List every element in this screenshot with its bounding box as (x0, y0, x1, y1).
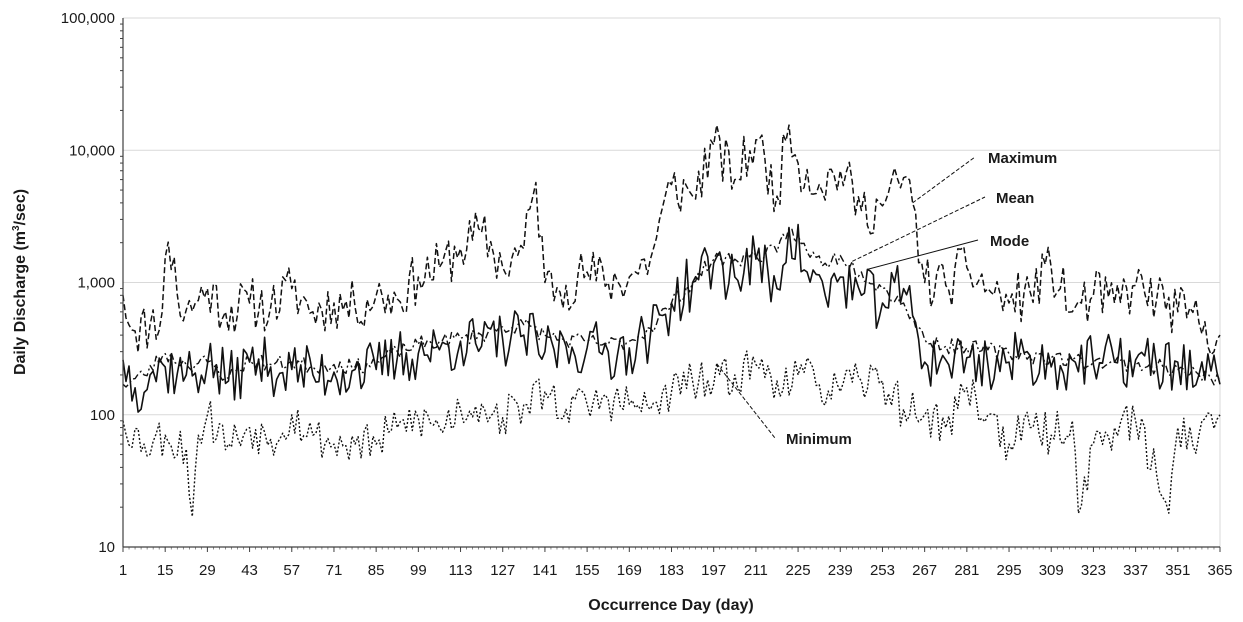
x-tick-label: 183 (659, 562, 684, 579)
x-tick-label: 239 (828, 562, 853, 579)
x-tick-label: 85 (368, 562, 385, 579)
x-tick-label: 211 (744, 562, 768, 579)
x-tick-label: 141 (532, 562, 557, 579)
x-tick-label: 99 (410, 562, 427, 579)
y-tick-label: 1,000 (77, 275, 115, 292)
annotation-label-mean: Mean (996, 190, 1034, 207)
axes (120, 18, 1221, 552)
x-tick-label: 295 (997, 562, 1022, 579)
annotation-leader-maximum (912, 156, 976, 204)
series-maximum-line (122, 124, 1221, 356)
annotation-label-maximum: Maximum (988, 150, 1057, 167)
annotation-leader-minimum (716, 363, 776, 439)
x-tick-label: 351 (1165, 562, 1190, 579)
x-tick-label: 323 (1081, 562, 1106, 579)
y-tick-labels: 10 100 1,000 10,000 100,000 (61, 10, 115, 556)
x-tick-label: 71 (326, 562, 343, 579)
y-axis-title-main: Daily Discharge (m (12, 231, 29, 375)
x-tick-label: 309 (1039, 562, 1064, 579)
x-tick-label: 197 (701, 562, 726, 579)
y-tick-label: 10,000 (69, 142, 115, 159)
x-tick-label: 281 (954, 562, 979, 579)
series-minimum-line (122, 350, 1221, 518)
y-axis-title-unit: /sec) (12, 189, 29, 225)
x-tick-label: 337 (1123, 562, 1148, 579)
x-tick-label: 15 (157, 562, 174, 579)
grid-lines (123, 17, 1221, 548)
y-tick-label: 100 (90, 407, 115, 424)
x-tick-label: 225 (786, 562, 811, 579)
annotation-label-mode: Mode (990, 233, 1029, 250)
x-tick-label: 169 (617, 562, 642, 579)
y-axis-title: Daily Discharge (m3/sec) (11, 189, 29, 375)
x-tick-label: 155 (575, 562, 600, 579)
y-axis-title-superscript: 3 (11, 225, 22, 231)
y-tick-label: 100,000 (61, 10, 115, 27)
x-tick-label: 127 (490, 562, 515, 579)
annotation-label-minimum: Minimum (786, 431, 852, 448)
x-axis-title: Occurrence Day (day) (588, 597, 753, 614)
annotation-leader-mean (852, 196, 986, 262)
x-tick-label: 113 (449, 562, 473, 579)
x-tick-label: 253 (870, 562, 895, 579)
series-mode-line (122, 223, 1221, 413)
x-tick-labels: 1 15 29 43 57 71 85 99 113 127 141 155 169 183 197 211 2… (119, 562, 1233, 579)
x-tick-label: 57 (283, 562, 300, 579)
x-tick-label: 43 (241, 562, 258, 579)
x-tick-label: 365 (1207, 562, 1232, 579)
x-tick-label: 1 (119, 562, 127, 579)
series-annotations: Maximum Mean Mode Minimum (716, 150, 1057, 448)
y-tick-label: 10 (98, 539, 115, 556)
x-tick-label: 267 (912, 562, 937, 579)
series-lines (122, 124, 1221, 518)
x-tick-label: 29 (199, 562, 216, 579)
annotation-leader-mode (867, 239, 979, 270)
